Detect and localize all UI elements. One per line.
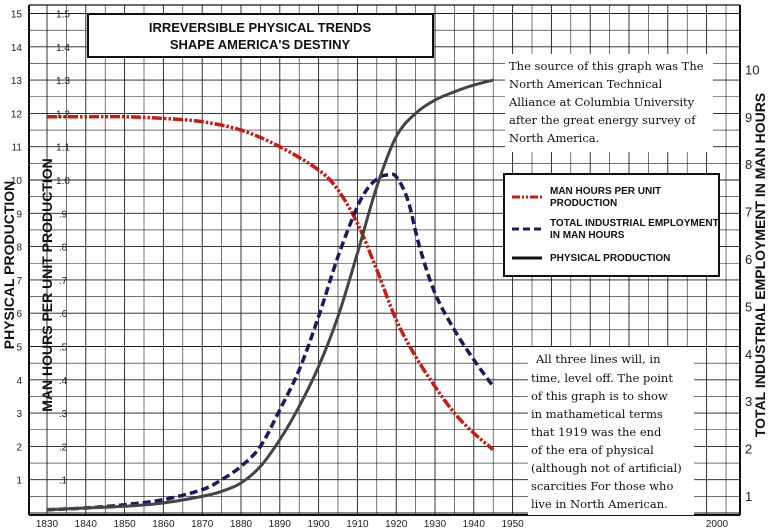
series-lines bbox=[46, 78, 495, 512]
tick-label-inner: 1.1 bbox=[56, 143, 70, 154]
tick-label-left: 13 bbox=[11, 76, 23, 87]
x-ticks: 1830 1840 1850 1860 1870 1880 1890 1900 1910 1920… bbox=[36, 519, 729, 530]
tick-label-inner: 1.0 bbox=[56, 176, 70, 187]
right-ticks: 1 2 3 4 5 6 7 8 9 10 bbox=[745, 62, 759, 504]
y-axis-label-right: TOTAL INDUSTRIAL EMPLOYMENT IN MAN HOURS bbox=[752, 93, 768, 437]
summary-note: All three lines will, in time, level off… bbox=[528, 347, 694, 515]
tick-label-inner: 1.2 bbox=[56, 109, 70, 120]
y-axis-label-inner: MAN HOURS PER UNIT PRODUCTION bbox=[39, 158, 55, 412]
source-note-line-3: Alliance at Columbia University bbox=[508, 95, 695, 109]
summary-note-line-7: (although not of artificial) bbox=[531, 461, 682, 475]
tick-label-left: 5 bbox=[16, 343, 22, 354]
tick-label-left: 6 bbox=[16, 309, 22, 320]
source-note-line-2: North American Technical bbox=[509, 77, 663, 91]
chart-title-line-1: IRREVERSIBLE PHYSICAL TRENDS bbox=[149, 20, 372, 35]
tick-label-left: 11 bbox=[12, 143, 23, 154]
source-note-line-5: North America. bbox=[509, 131, 599, 145]
legend-label-employment-2: IN MAN HOURS bbox=[550, 230, 625, 241]
tick-label-inner: .9 bbox=[59, 209, 68, 220]
tick-label-inner: 1.4 bbox=[56, 43, 70, 54]
tick-label-x: 1840 bbox=[75, 519, 98, 530]
tick-label-left: 3 bbox=[16, 409, 22, 420]
source-note-line-4: after the great energy survey of bbox=[509, 113, 696, 127]
tick-label-right: 6 bbox=[745, 252, 752, 267]
series-line-employment bbox=[46, 172, 495, 512]
tick-label-x: 1830 bbox=[36, 519, 59, 530]
tick-label-x: 1910 bbox=[346, 519, 369, 530]
tick-label-x: 1870 bbox=[191, 519, 214, 530]
title-box: IRREVERSIBLE PHYSICAL TRENDS SHAPE AMERI… bbox=[87, 13, 434, 58]
tick-label-right: 2 bbox=[745, 442, 752, 457]
tick-label-x: 1860 bbox=[152, 519, 175, 530]
tick-label-right: 9 bbox=[745, 110, 752, 125]
summary-note-line-8: scarcities For those who bbox=[531, 479, 673, 493]
summary-note-line-6: of the era of physical bbox=[531, 443, 654, 457]
tick-label-right: 10 bbox=[745, 62, 759, 77]
summary-note-line-1: All three lines will, in bbox=[535, 352, 661, 366]
tick-label-inner: .4 bbox=[59, 376, 68, 387]
tick-label-x: 2000 bbox=[706, 519, 729, 530]
legend-label-employment-1: TOTAL INDUSTRIAL EMPLOYMENT bbox=[550, 218, 719, 229]
chart-title-line-2: SHAPE AMERICA'S DESTINY bbox=[170, 37, 351, 52]
tick-label-left: 10 bbox=[11, 176, 23, 187]
legend-label-man-hours-2: PRODUCTION bbox=[550, 198, 617, 209]
tick-label-inner: .7 bbox=[59, 276, 68, 287]
tick-label-x: 1900 bbox=[307, 519, 330, 530]
tick-label-inner: .5 bbox=[59, 343, 68, 354]
tick-label-inner: .3 bbox=[59, 409, 68, 420]
tick-label-left: 2 bbox=[16, 442, 22, 453]
tick-label-left: 4 bbox=[16, 376, 22, 387]
legend-label-man-hours-1: MAN HOURS PER UNIT bbox=[550, 186, 661, 197]
summary-note-line-2: time, level off. The point bbox=[531, 371, 673, 385]
series-line-production bbox=[46, 78, 494, 512]
tick-label-x: 1950 bbox=[501, 519, 524, 530]
summary-note-line-4: in mathametical terms bbox=[531, 407, 663, 421]
tick-label-right: 4 bbox=[745, 347, 752, 362]
tick-label-left: 15 bbox=[11, 10, 23, 21]
tick-label-right: 7 bbox=[745, 205, 752, 220]
summary-note-line-3: of this graph is to show bbox=[531, 389, 668, 403]
tick-label-inner: .8 bbox=[59, 243, 68, 254]
source-note-line-1: The source of this graph was The bbox=[509, 59, 704, 73]
summary-note-line-9: live in North American. bbox=[531, 497, 668, 511]
tick-label-left: 8 bbox=[16, 243, 22, 254]
tick-label-x: 1920 bbox=[385, 519, 408, 530]
tick-label-x: 1930 bbox=[424, 519, 447, 530]
tick-label-left: 7 bbox=[16, 276, 22, 287]
source-note: The source of this graph was The North A… bbox=[505, 54, 713, 152]
tick-label-left: 9 bbox=[16, 209, 22, 220]
legend: MAN HOURS PER UNIT PRODUCTION TOTAL INDU… bbox=[503, 173, 720, 277]
tick-label-x: 1850 bbox=[113, 519, 136, 530]
tick-label-x: 1890 bbox=[269, 519, 292, 530]
inner-ticks: .1 .2 .3 .4 .5 .6 .7 .8 .9 1.0 1.1 1.2 1.3 1.4 1.5 bbox=[56, 10, 70, 487]
tick-label-left: 1 bbox=[16, 476, 22, 487]
tick-label-left: 14 bbox=[11, 43, 23, 54]
tick-label-x: 1880 bbox=[230, 519, 253, 530]
y-axis-label-outer: PHYSICAL PRODUCTION bbox=[1, 181, 17, 350]
tick-label-inner: 1.5 bbox=[56, 10, 70, 21]
tick-label-inner: .1 bbox=[59, 476, 68, 487]
tick-label-inner: 1.3 bbox=[56, 76, 70, 87]
tick-label-inner: .2 bbox=[59, 442, 68, 453]
series-line-man_hours bbox=[46, 114, 495, 452]
tick-label-right: 5 bbox=[745, 299, 752, 314]
legend-label-production: PHYSICAL PRODUCTION bbox=[550, 253, 670, 264]
tick-label-right: 3 bbox=[745, 394, 752, 409]
tick-label-inner: .6 bbox=[59, 309, 68, 320]
tick-label-x: 1940 bbox=[463, 519, 486, 530]
tick-label-left: 12 bbox=[11, 109, 23, 120]
tick-label-right: 1 bbox=[745, 489, 752, 504]
tick-label-right: 8 bbox=[745, 157, 752, 172]
summary-note-line-5: that 1919 was the end bbox=[531, 425, 662, 439]
